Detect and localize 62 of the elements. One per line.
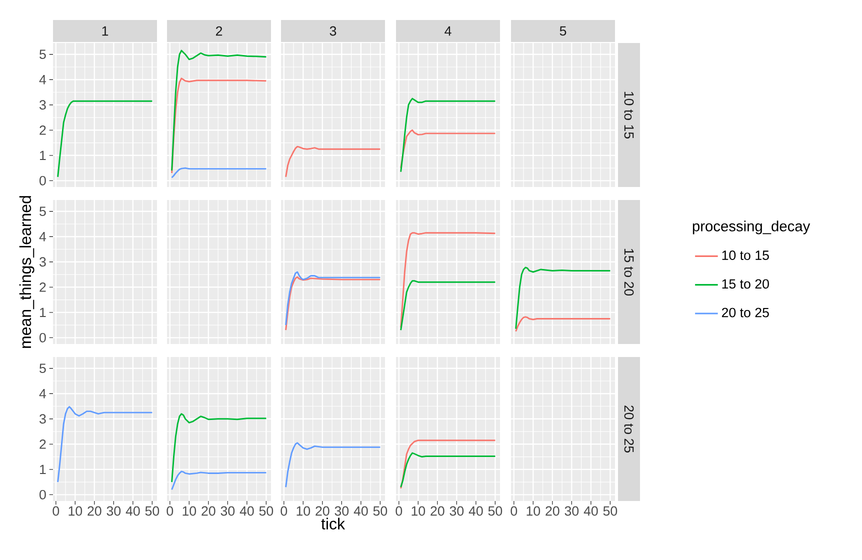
y2-axis-title: 15 to 20	[624, 248, 634, 296]
y-tick-label: 0	[40, 332, 46, 342]
x-tick-label: 20	[316, 506, 330, 516]
x-tick-label: 10	[68, 506, 82, 516]
y-tick-label: 4	[39, 232, 46, 242]
y-tick-label: 5	[40, 206, 46, 216]
x-tick-label: 20	[202, 506, 216, 516]
y-tick-label: 2	[40, 440, 46, 449]
y-tick-label: 2	[40, 126, 46, 135]
y-tick-label: 0	[40, 176, 46, 186]
x-tick-label: 10	[412, 506, 426, 516]
legend-label: 10 to 15	[722, 250, 769, 260]
y2-axis-title: 20 to 25	[624, 406, 634, 453]
x-tick-label: 50	[488, 506, 502, 516]
x-tick-label: 50	[603, 506, 618, 516]
chart-title: 1	[102, 26, 108, 36]
x-tick-label: 40	[240, 506, 254, 516]
y-tick-label: 5	[40, 364, 46, 374]
y-tick-label: 5	[40, 50, 46, 60]
legend-label: 15 to 20	[722, 279, 769, 289]
chart-title: 3	[330, 26, 336, 36]
x-tick-label: 0	[52, 506, 60, 516]
x-tick-label: 40	[584, 506, 598, 516]
text: 5	[560, 26, 566, 36]
legend-label: 20 to 25	[722, 308, 769, 318]
text: 10 to 15	[624, 92, 634, 139]
y-tick-label: 1	[40, 150, 46, 160]
x-tick-label: 30	[220, 506, 235, 516]
chart-title: 2	[216, 26, 222, 36]
x-tick-label: 0	[166, 506, 174, 516]
y-tick-label: 0	[40, 490, 46, 500]
y-tick-label: 1	[40, 464, 46, 474]
x-tick-label: 40	[468, 506, 483, 516]
x-tick-label: 30	[106, 506, 121, 516]
chart-title: 4	[444, 26, 452, 36]
x-tick-label: 30	[334, 506, 349, 516]
x-tick-label: 50	[259, 506, 274, 516]
x-tick-label: 10	[182, 506, 196, 516]
y-tick-label: 4	[39, 75, 46, 84]
x-tick-label: 20	[430, 506, 444, 516]
y-tick-label: 3	[39, 100, 46, 110]
x-axis-title: tick	[321, 518, 346, 530]
x-tick-label: 50	[145, 506, 160, 516]
x-tick-label: 40	[126, 506, 140, 516]
y-axis-title: mean_things_learned	[19, 196, 34, 348]
x-tick-label: 0	[510, 506, 518, 516]
y-tick-label: 2	[40, 282, 46, 292]
x-tick-label: 30	[450, 506, 464, 516]
x-tick-label: 20	[88, 506, 102, 516]
y-tick-label: 4	[39, 389, 46, 398]
legend-title: processing_decay	[692, 220, 810, 234]
x-tick-label: 0	[396, 506, 402, 516]
x-tick-label: 50	[373, 506, 388, 516]
x-tick-label: 10	[296, 506, 310, 516]
x-tick-label: 0	[280, 506, 288, 516]
x-tick-label: 10	[526, 506, 540, 516]
x-tick-label: 40	[354, 506, 368, 516]
y-tick-label: 3	[39, 257, 46, 267]
y-tick-label: 3	[39, 414, 46, 424]
x-tick-label: 30	[564, 506, 579, 516]
y-tick-label: 1	[40, 308, 46, 317]
x-tick-label: 20	[546, 506, 560, 516]
